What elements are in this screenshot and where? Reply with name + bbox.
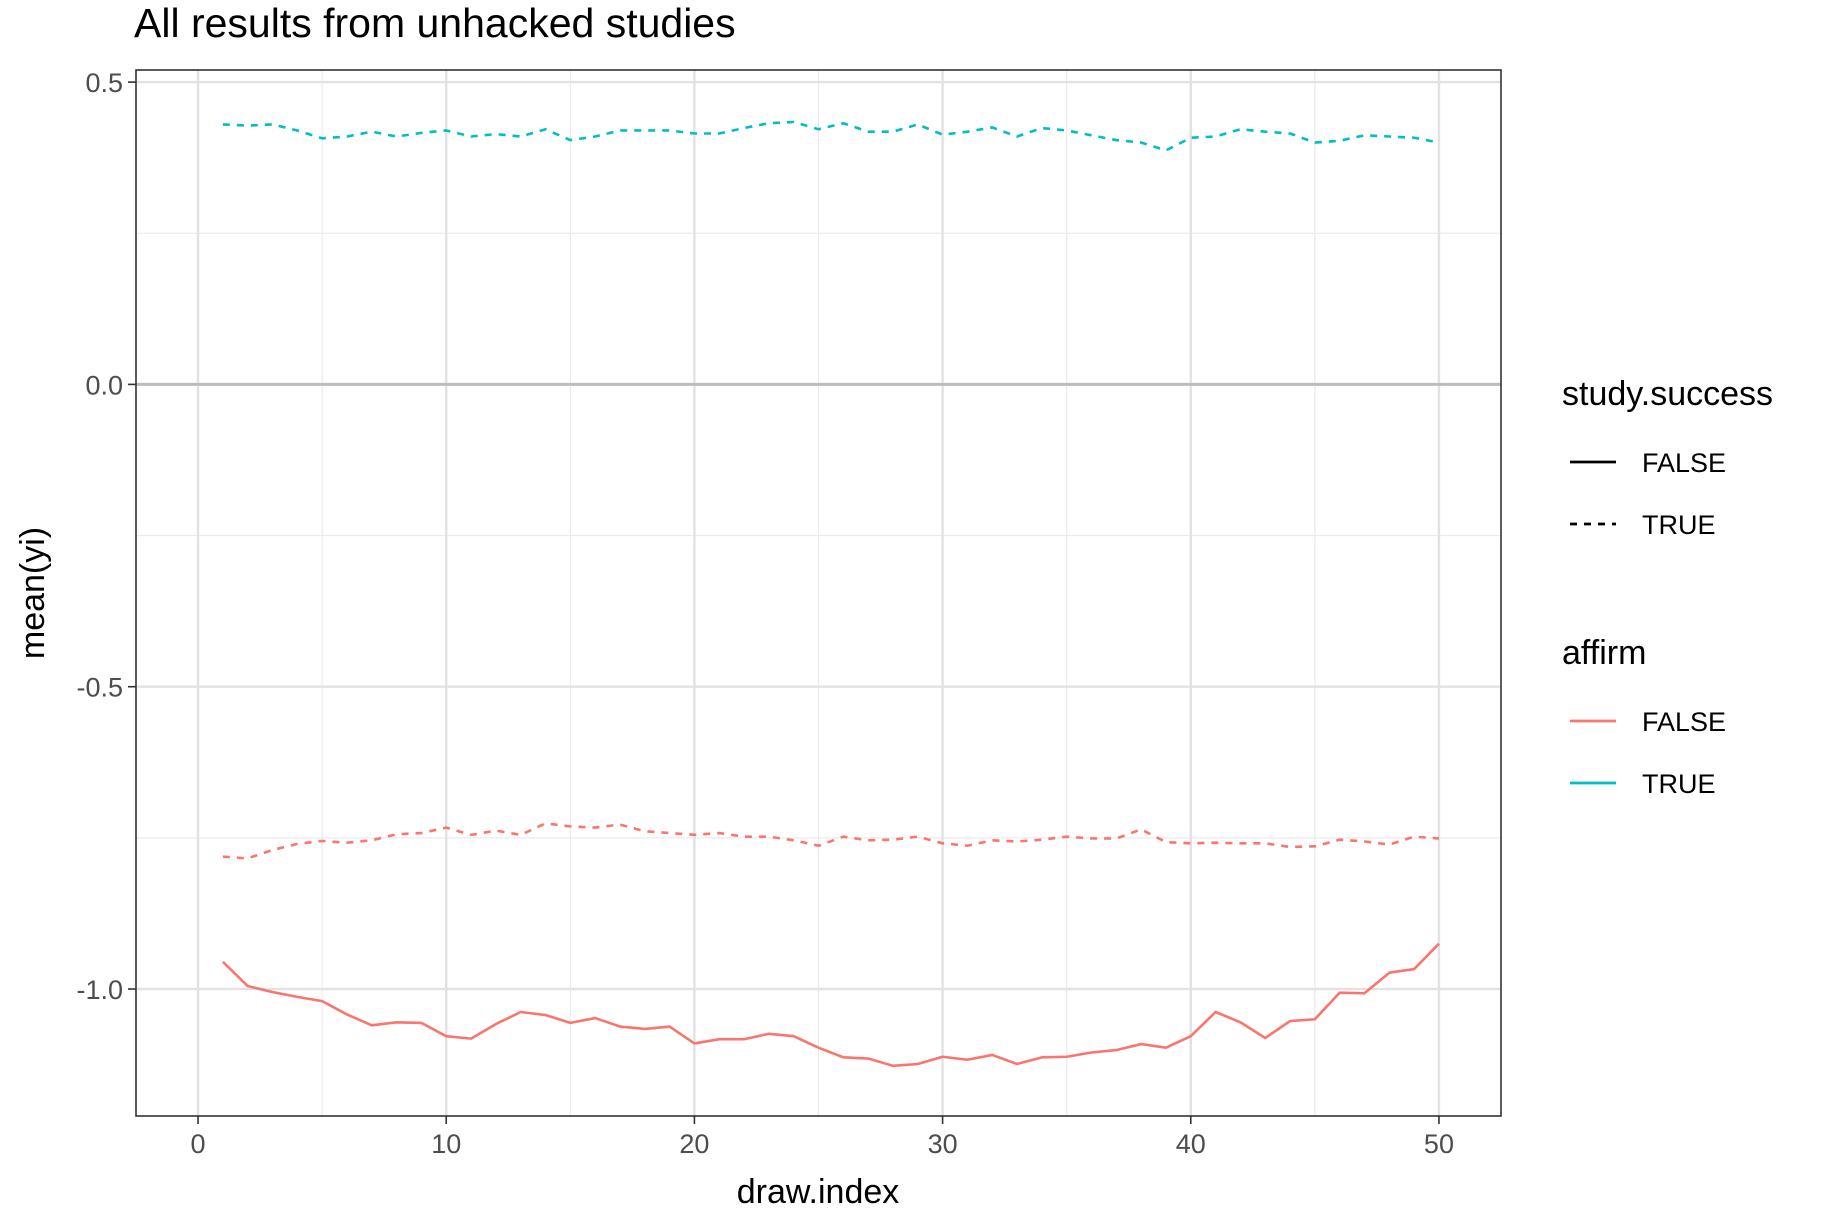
y-tick-label: 0.0: [85, 370, 123, 400]
legend-title: affirm: [1562, 634, 1646, 672]
series-layer: [221, 120, 1440, 1068]
y-axis-ticks: 0.5 0.0 -0.5 -1.0: [76, 68, 136, 1005]
series-line-affirm-false-success-false: [221, 942, 1440, 1068]
x-tick-label: 10: [431, 1129, 461, 1159]
legend-entry-label: TRUE: [1642, 510, 1716, 540]
legend-title: study.success: [1562, 375, 1773, 413]
series-line-affirm-true-success-true: [222, 120, 1440, 152]
legend: study.success FALSE TRUE affirm FALSE TRUE: [1562, 375, 1773, 799]
y-tick-label: -1.0: [76, 975, 123, 1005]
plot-panel-border: [135, 69, 1502, 1117]
x-axis-ticks: 0 10 20 30 40 50: [191, 1116, 1454, 1159]
x-tick-label: 0: [191, 1129, 206, 1159]
x-tick-label: 40: [1176, 1129, 1206, 1159]
x-tick-label: 50: [1424, 1129, 1454, 1159]
y-axis-label: mean(yi): [14, 527, 52, 659]
x-tick-label: 20: [679, 1129, 709, 1159]
x-tick-label: 30: [928, 1129, 958, 1159]
grid-layer: [136, 70, 1501, 1116]
legend-entry-label: TRUE: [1642, 769, 1716, 799]
legend-entry-label: FALSE: [1642, 707, 1726, 737]
y-tick-label: -0.5: [76, 673, 123, 703]
y-tick-label: 0.5: [85, 68, 123, 98]
series-line-affirm-false-success-true: [222, 822, 1440, 860]
x-axis-label: draw.index: [737, 1173, 900, 1210]
legend-entry-label: FALSE: [1642, 448, 1726, 478]
chart-title: All results from unhacked studies: [134, 0, 736, 46]
